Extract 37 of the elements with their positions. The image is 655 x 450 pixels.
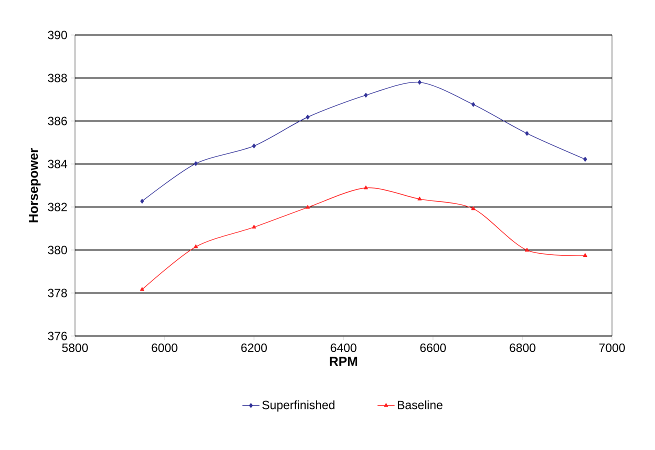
point xyxy=(252,224,256,229)
point xyxy=(583,253,588,257)
point xyxy=(306,114,310,120)
y-tick-label: 382 xyxy=(48,202,67,212)
x-tick-label: 7000 xyxy=(599,344,625,352)
y-tick-label: 386 xyxy=(48,116,67,126)
x-tick-label: 6800 xyxy=(510,344,536,352)
x-tick-label: 6600 xyxy=(420,344,446,352)
point xyxy=(583,156,588,162)
y-tick-label: 384 xyxy=(48,160,68,168)
point xyxy=(194,244,198,248)
point xyxy=(364,92,368,98)
y-tick-label: 378 xyxy=(48,288,67,298)
point xyxy=(471,206,476,210)
y-tick-label: 376 xyxy=(48,332,67,340)
point xyxy=(306,205,310,209)
y-tick-label: 388 xyxy=(48,74,67,82)
x-tick-label: 6400 xyxy=(330,344,356,352)
point xyxy=(140,287,144,291)
x-axis-title: RPM xyxy=(330,356,358,366)
x-tick-label: 5800 xyxy=(62,344,88,352)
point xyxy=(194,161,198,166)
y-tick-label: 380 xyxy=(48,246,67,254)
point xyxy=(471,102,476,107)
point xyxy=(417,196,422,200)
y-axis-title: Horsepower xyxy=(28,148,41,222)
point xyxy=(364,186,368,190)
x-tick-label: 6200 xyxy=(241,344,267,352)
point xyxy=(252,144,256,148)
point xyxy=(525,131,529,136)
y-tick-label: 390 xyxy=(48,30,67,40)
point xyxy=(418,80,422,85)
point xyxy=(524,248,530,252)
legend-label: Superfinished xyxy=(262,400,334,412)
x-tick-label: 6000 xyxy=(152,344,178,352)
point xyxy=(140,198,144,204)
legend-label: Baseline xyxy=(398,400,442,410)
